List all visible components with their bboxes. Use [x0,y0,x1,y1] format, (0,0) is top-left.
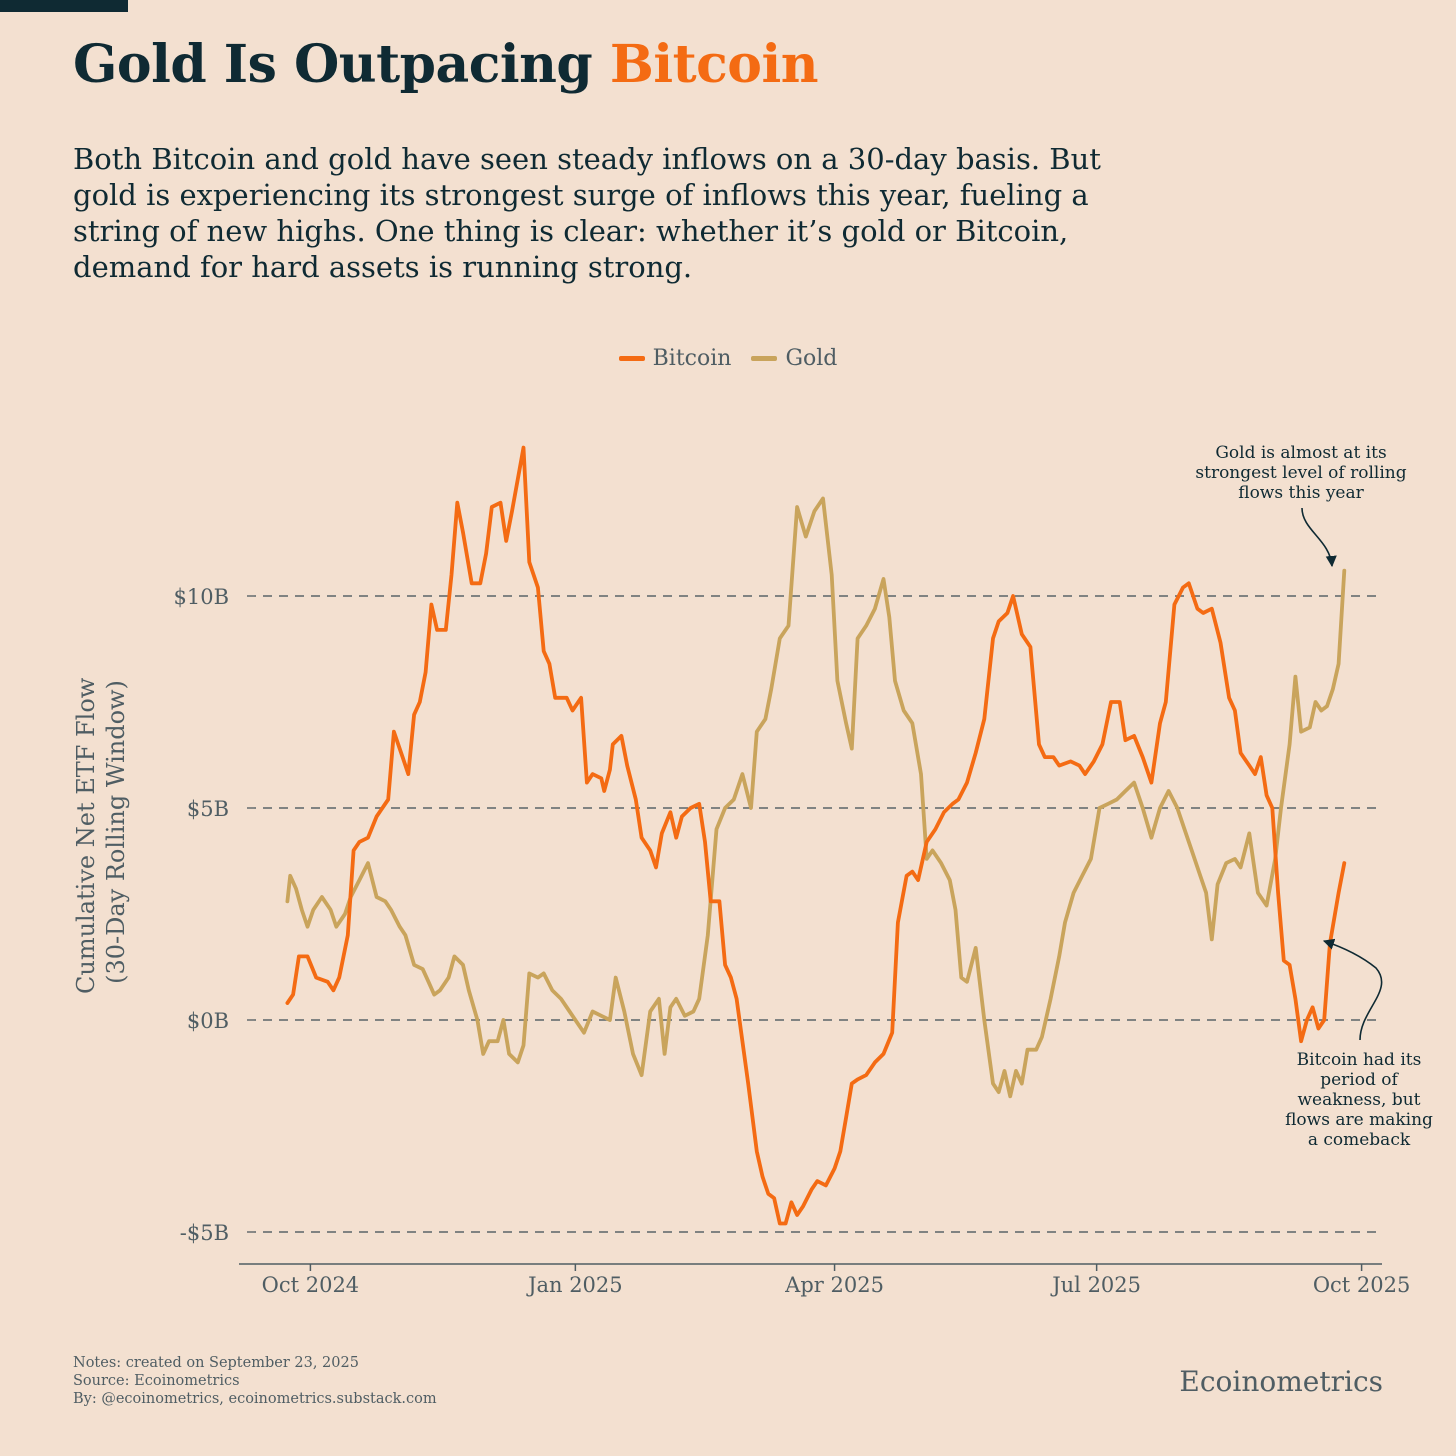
series-line-gold [285,496,1347,1099]
x-tick-label: Jul 2025 [1050,1273,1141,1297]
legend-label-bitcoin: Bitcoin [652,346,732,371]
x-tick-label: Jan 2025 [526,1273,623,1297]
y-tick-label: $0B [187,1009,229,1033]
legend-swatch-gold [751,356,778,361]
footer-notes: Notes: created on September 23, 2025 Sou… [73,1354,437,1408]
notes-line: Notes: created on September 23, 2025 [73,1355,359,1371]
bitcoin-annotation: Bitcoin had its period of weakness, but … [1285,1050,1433,1150]
series-lines [285,445,1347,1226]
page-title: Gold Is Outpacing Bitcoin [73,34,819,95]
axes: -$5B $0B $5B $10B Oct 2024 Jan 2025 Apr 2025 Ju… [173,585,1410,1297]
y-tick-label: $5B [187,797,229,821]
y-tick-label: $10B [173,585,229,609]
gold-annotation-arrow [1301,507,1337,568]
gold-annotation: Gold is almost at its strongest level of… [1195,443,1407,503]
source-line: Source: Ecoinometrics [73,1373,240,1389]
y-tick-label: -$5B [180,1221,229,1245]
legend-swatch-bitcoin [618,356,645,361]
x-tick-label: Apr 2025 [784,1273,884,1297]
x-tick-label: Oct 2024 [262,1273,360,1297]
series-line-bitcoin [285,445,1347,1226]
legend-label-gold: Gold [785,346,838,371]
title-main: Gold Is Outpacing [73,34,610,95]
chart-description: Both Bitcoin and gold have seen steady i… [73,142,1101,284]
bitcoin-annotation-arrow [1322,938,1383,1041]
corner-accent-bar [0,0,128,12]
legend-item-bitcoin[interactable]: Bitcoin [618,346,732,371]
legend-item-gold[interactable]: Gold [751,346,837,371]
x-tick-label: Oct 2025 [1313,1273,1411,1297]
title-highlight: Bitcoin [609,34,819,95]
byline: By: @ecoinometrics, ecoinometrics.substa… [73,1391,437,1407]
y-axis-label: Cumulative Net ETF Flow (30-Day Rolling … [72,670,130,994]
brand-name: Ecoinometrics [1179,1365,1383,1398]
chart-legend: Bitcoin Gold [0,346,1456,371]
